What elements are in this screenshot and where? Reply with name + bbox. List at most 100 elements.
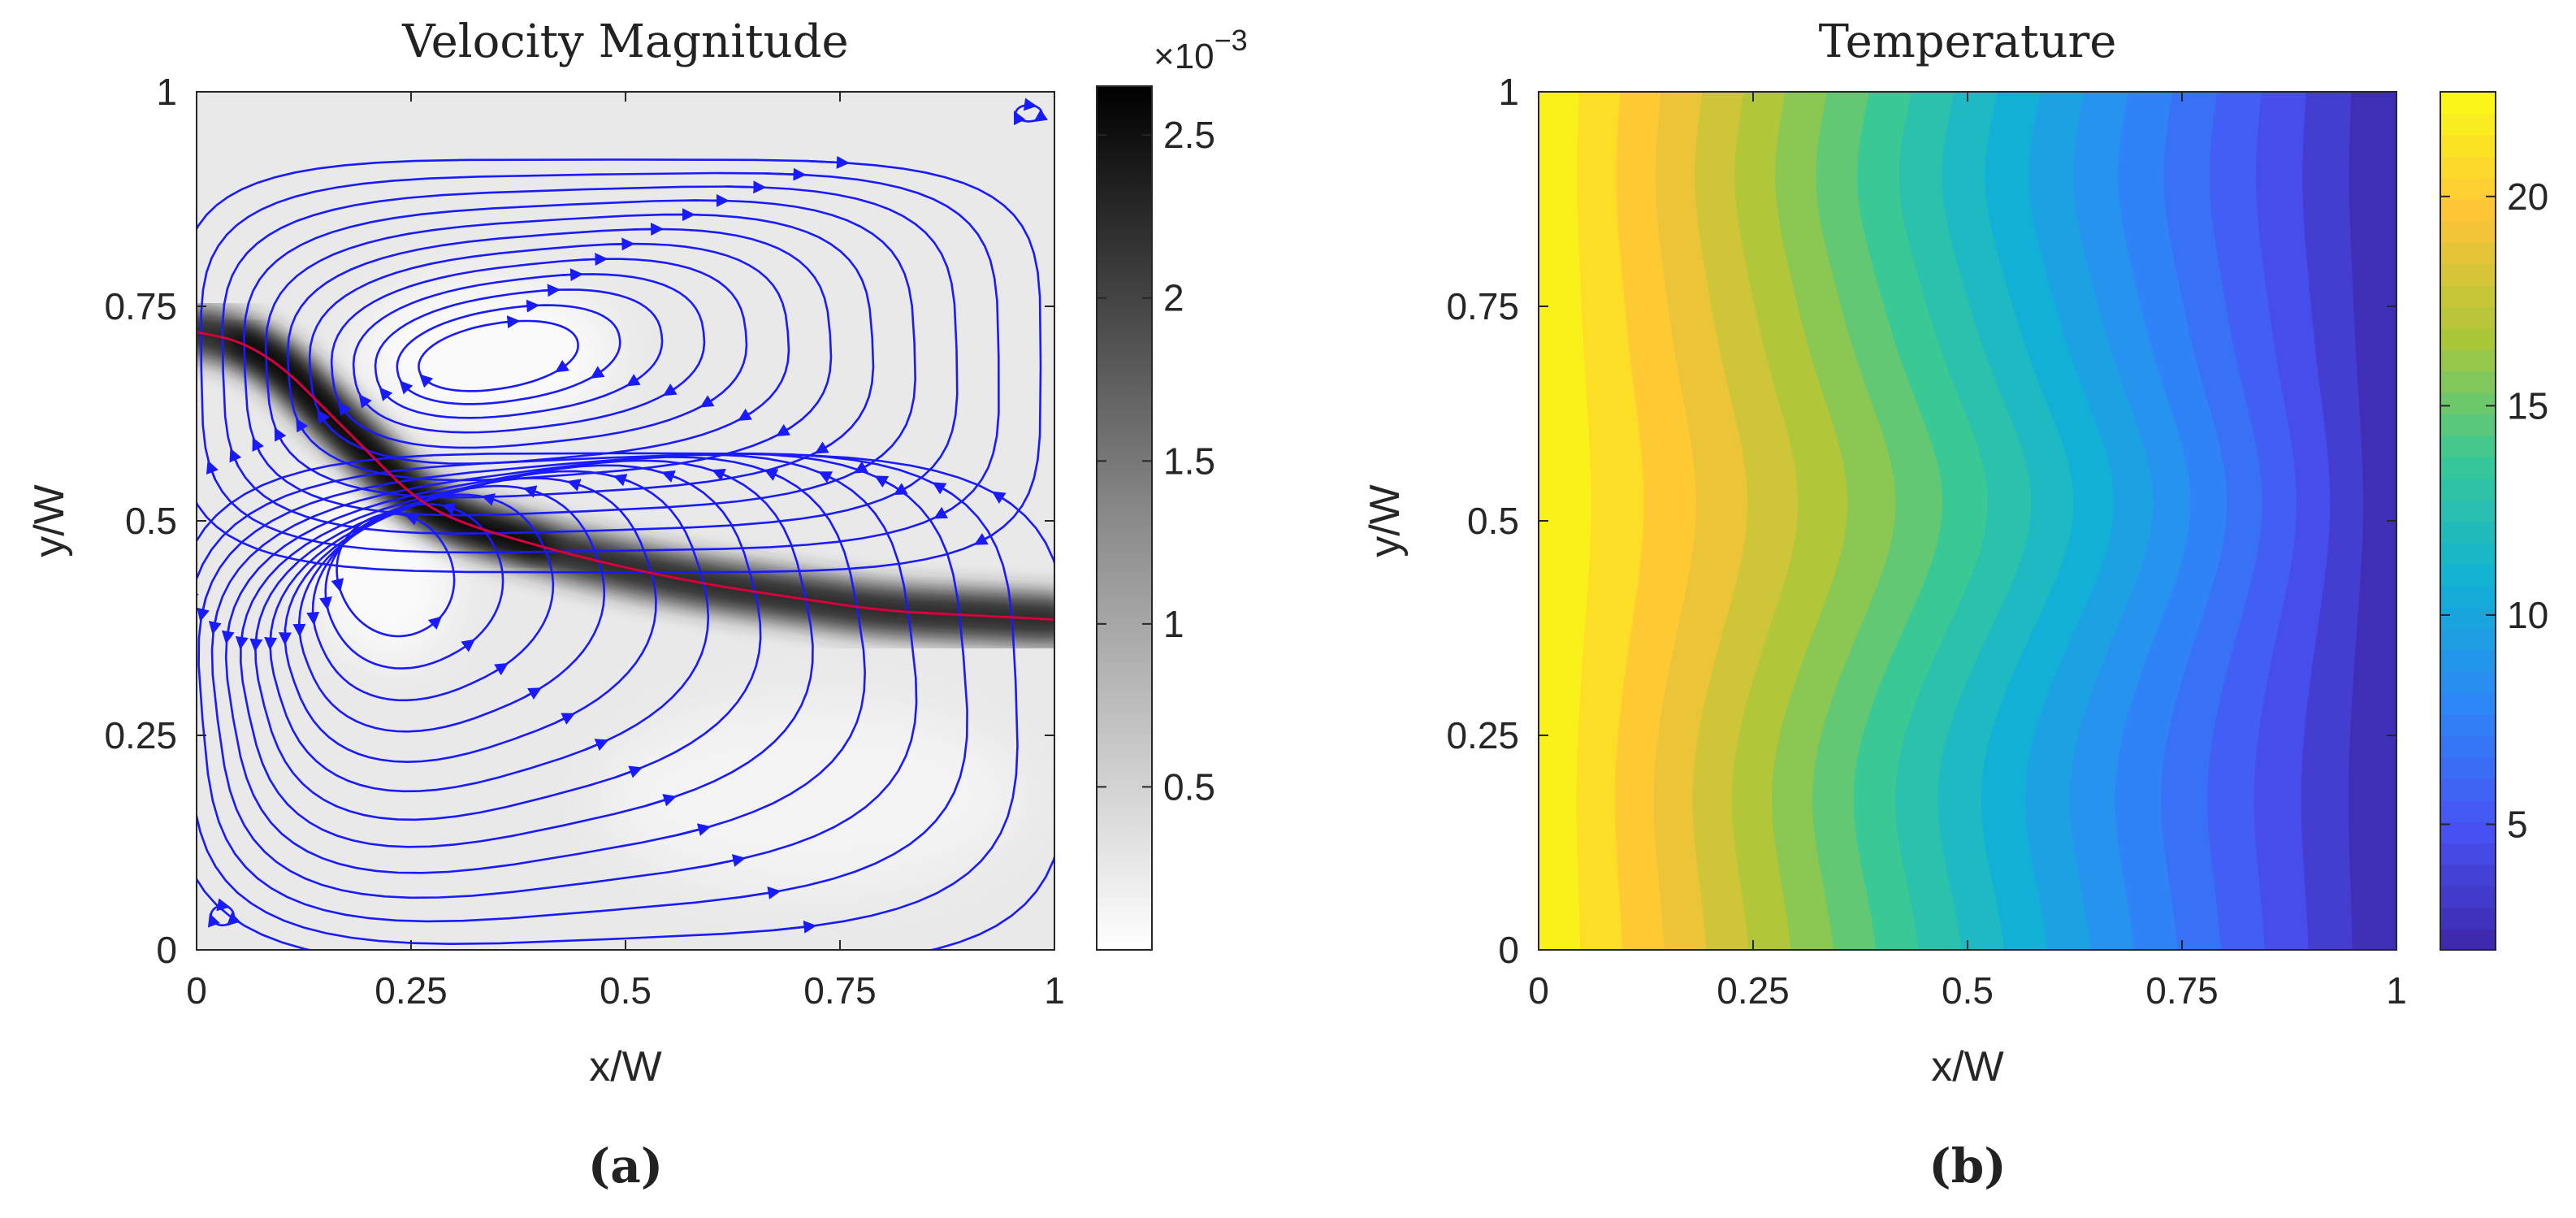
- temperature-colorbar-segment: [2440, 800, 2496, 822]
- temperature-colorbar-ticks: 5 10 15 20: [2440, 176, 2548, 845]
- streamline-arrow: [583, 253, 608, 267]
- streamline-arrow: [818, 471, 839, 483]
- temperature-colorbar-segment: [2440, 392, 2496, 414]
- velocity-ytick-label: 0.75: [104, 285, 177, 327]
- streamline-arrow: [441, 502, 457, 515]
- streamline-lower: [224, 456, 867, 874]
- streamline-arrow: [613, 474, 631, 487]
- temperature-colorbar-segment: [2440, 521, 2496, 544]
- velocity-ytick-label: 0.5: [125, 500, 177, 542]
- streamline-upper: [264, 213, 875, 499]
- streamline-upper: [308, 242, 790, 465]
- streamline-arrow: [590, 366, 605, 379]
- streamline-upper: [221, 185, 959, 535]
- velocity-xtick-label: 0.5: [600, 969, 652, 1012]
- velocity-xtick-label: 0: [186, 969, 207, 1012]
- streamlines: [197, 98, 1054, 964]
- streamline-arrow: [229, 448, 242, 467]
- streamline-arrow: [740, 886, 781, 899]
- streamline-arrow: [494, 662, 509, 676]
- velocity-axes-ticks: 0 0.25 0.5 0.75 1 0 0.25 0.5 0.75 1: [104, 71, 1064, 1012]
- upper-vortex-core: [357, 281, 617, 427]
- streamline-arrow: [249, 632, 263, 652]
- temperature-colorbar-segment: [2440, 92, 2496, 115]
- streamline-lower: [297, 484, 606, 733]
- streamline-upper: [197, 158, 1042, 574]
- velocity-field: [197, 92, 1054, 964]
- temperature-colorbar-segment: [2440, 756, 2496, 779]
- streamline-arrow: [358, 394, 372, 409]
- streamline-arrow: [806, 155, 850, 169]
- streamline-arrow: [711, 468, 732, 481]
- streamline-lower: [284, 477, 657, 764]
- streamline-arrow: [773, 920, 817, 934]
- temperature-ytick-label: 0: [1498, 929, 1519, 971]
- temperature-field: [1539, 92, 2396, 950]
- streamline-upper: [352, 273, 706, 434]
- streamline-arrow: [566, 479, 584, 492]
- streamline-arrow: [379, 387, 393, 401]
- temperature-xtick-label: 0: [1528, 969, 1549, 1012]
- temperature-ytick-label: 0.25: [1446, 714, 1519, 756]
- streamline-arrow: [933, 506, 952, 519]
- temperature-colorbar-segment: [2440, 670, 2496, 694]
- streamline-arrow: [699, 395, 715, 408]
- streamline-arrow: [481, 493, 496, 506]
- streamline-arrow: [854, 461, 872, 474]
- colorbar-multiplier: ×10: [1154, 37, 1214, 76]
- velocity-xtick-label: 1: [1044, 969, 1065, 1012]
- streamline-arrow: [932, 482, 953, 496]
- svg-text:×10−3: ×10−3: [1154, 24, 1248, 76]
- velocity-xtick-label: 0.25: [374, 969, 448, 1012]
- streamline-arrow: [807, 962, 848, 964]
- velocity-ytick-label: 1: [156, 71, 177, 113]
- streamline-arrow: [252, 437, 264, 455]
- streamline-arrow: [405, 513, 420, 526]
- streamline-arrow: [319, 596, 332, 610]
- velocity-ylabel: y/W: [26, 484, 73, 557]
- temperature-colorbar-segment: [2440, 371, 2496, 393]
- streamline-arrow: [331, 578, 344, 592]
- streamline-arrow: [338, 401, 351, 417]
- temperature-xtick-label: 0.5: [1942, 969, 1994, 1012]
- temperature-colorbar-segment: [2440, 414, 2496, 436]
- temperature-colorbar-segment: [2440, 306, 2496, 329]
- temperature-colorbar-segment: [2440, 585, 2496, 608]
- velocity-colorbar-label: 0.5: [1163, 765, 1215, 808]
- streamline-arrow: [306, 611, 320, 626]
- temperature-colorbar-segment: [2440, 563, 2496, 587]
- temperature-colorbar-segment: [2440, 778, 2496, 801]
- velocity-colorbar-ticks: 0.5 1 1.5 2 2.5: [1097, 114, 1215, 808]
- streamline-arrow: [554, 713, 576, 725]
- streamline-arrow: [991, 491, 1012, 505]
- streamline-arrow: [776, 423, 793, 436]
- streamline-arrow: [296, 418, 309, 433]
- temperature-colorbar-segment: [2440, 735, 2496, 758]
- streamline-arrow: [615, 765, 643, 778]
- streamline-arrow: [506, 315, 521, 329]
- velocity-panel: Velocity Magnitude 0 0.25 0.5 0.75 1 0 0.25 0.5…: [26, 15, 1248, 1194]
- temperature-xtick-label: 0.75: [2145, 969, 2219, 1012]
- temperature-xtick-label: 0.25: [1717, 969, 1790, 1012]
- temperature-colorbar-label: 20: [2507, 176, 2548, 218]
- temperature-ytick-label: 0.5: [1467, 500, 1519, 542]
- temperature-colorbar-segment: [2440, 220, 2496, 243]
- streamline-lower: [311, 493, 555, 702]
- temperature-colorbar-segment: [2440, 263, 2496, 286]
- streamline-lower: [269, 470, 710, 793]
- streamline-lower: [197, 452, 1054, 950]
- velocity-colorbar-label: 1: [1163, 603, 1184, 645]
- temperature-colorbar-frame: [2440, 91, 2496, 951]
- temperature-ytick-label: 1: [1498, 71, 1519, 113]
- colorbar-exponent: −3: [1214, 24, 1248, 57]
- velocity-ytick-label: 0.25: [104, 714, 177, 756]
- streamline-arrow: [399, 380, 413, 395]
- streamline-lower: [254, 464, 762, 821]
- streamline-arrow: [626, 374, 641, 387]
- streamline-arrow: [226, 912, 241, 926]
- streamline-arrow: [221, 622, 235, 644]
- temperature-colorbar-segment: [2440, 928, 2496, 951]
- velocity-colorbar-label: 2.5: [1163, 114, 1215, 156]
- streamline-arrow: [874, 475, 895, 488]
- temperature-colorbar-segment: [2440, 628, 2496, 651]
